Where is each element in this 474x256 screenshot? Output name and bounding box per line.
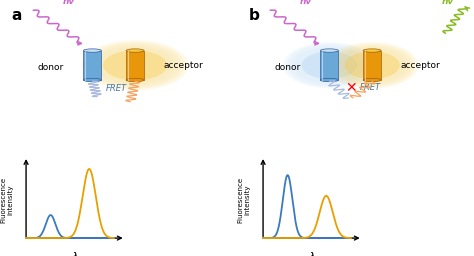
Ellipse shape — [332, 45, 412, 85]
Text: b: b — [249, 8, 260, 23]
Ellipse shape — [83, 49, 101, 52]
Ellipse shape — [301, 51, 357, 79]
Text: hv: hv — [442, 0, 454, 6]
Ellipse shape — [329, 44, 415, 87]
Text: ✕: ✕ — [345, 81, 356, 95]
Ellipse shape — [126, 49, 144, 52]
Ellipse shape — [126, 78, 144, 82]
Ellipse shape — [320, 78, 338, 82]
Text: hv: hv — [63, 0, 75, 6]
Bar — [363, 51, 381, 80]
Ellipse shape — [363, 78, 381, 82]
Ellipse shape — [103, 50, 167, 80]
Bar — [320, 51, 338, 80]
Ellipse shape — [344, 51, 400, 79]
Text: acceptor: acceptor — [164, 61, 203, 70]
Ellipse shape — [320, 49, 338, 52]
Ellipse shape — [326, 42, 418, 88]
Ellipse shape — [289, 45, 370, 85]
Text: a: a — [12, 8, 22, 23]
Text: λ: λ — [309, 252, 315, 256]
Ellipse shape — [363, 49, 381, 52]
Ellipse shape — [82, 40, 188, 90]
Text: Fluorescence
intensity: Fluorescence intensity — [0, 177, 14, 223]
Text: λ: λ — [72, 252, 78, 256]
Text: FRET: FRET — [106, 84, 127, 93]
Ellipse shape — [89, 44, 181, 87]
Text: acceptor: acceptor — [401, 61, 440, 70]
Ellipse shape — [85, 42, 185, 89]
Ellipse shape — [283, 42, 375, 88]
Text: Fluorescence
intensity: Fluorescence intensity — [237, 177, 251, 223]
Text: hv: hv — [300, 0, 312, 6]
Ellipse shape — [83, 78, 101, 82]
Bar — [83, 51, 101, 80]
Text: donor: donor — [38, 63, 64, 72]
Bar — [126, 51, 144, 80]
Text: donor: donor — [275, 63, 301, 72]
Text: FRET: FRET — [360, 82, 382, 92]
Ellipse shape — [286, 44, 373, 87]
